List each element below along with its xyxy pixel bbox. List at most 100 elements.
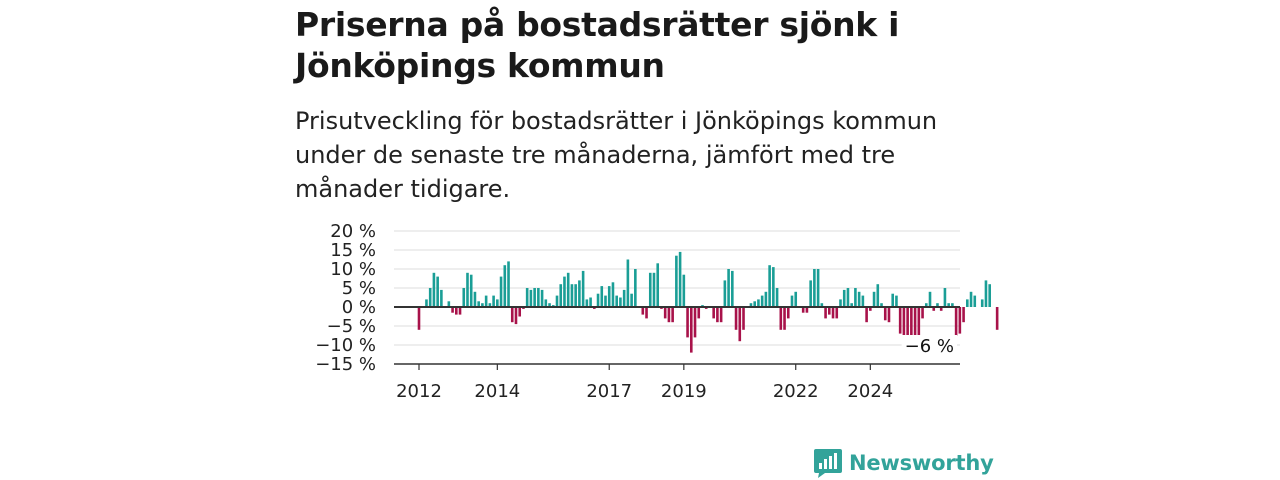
bar	[794, 291, 798, 307]
bar	[507, 261, 510, 307]
bar	[663, 307, 667, 319]
bar	[525, 288, 529, 307]
brand-name: Newsworthy	[849, 451, 994, 475]
bar	[786, 307, 790, 319]
bar	[775, 288, 779, 307]
bar	[891, 293, 895, 307]
bar	[533, 288, 536, 307]
bar	[943, 288, 947, 307]
bar	[518, 307, 522, 317]
bar	[790, 295, 794, 307]
bar	[936, 303, 939, 307]
bar	[947, 303, 950, 307]
bar	[846, 288, 850, 307]
bar	[697, 307, 701, 319]
bar	[828, 307, 831, 315]
bar	[510, 307, 514, 323]
bar	[913, 307, 917, 347]
bar	[939, 307, 943, 311]
bar	[689, 307, 693, 353]
bar	[477, 301, 480, 307]
bar	[436, 276, 439, 307]
bar	[548, 303, 551, 307]
bar	[626, 259, 630, 307]
bar	[906, 307, 909, 338]
bar	[678, 251, 682, 307]
y-tick-label: 5 %	[342, 278, 376, 299]
x-tick-label: 2024	[847, 381, 893, 402]
bar	[760, 295, 764, 307]
bar	[440, 289, 443, 307]
bar	[966, 299, 969, 307]
y-tick-label: −5 %	[327, 316, 376, 337]
bar	[731, 270, 734, 307]
bar	[917, 307, 921, 338]
x-tick-label: 2022	[773, 381, 819, 402]
bar	[544, 299, 548, 307]
bar	[928, 291, 932, 307]
bar	[831, 307, 835, 319]
annotation-background	[901, 335, 957, 358]
bar	[455, 307, 458, 315]
x-tick-label: 2012	[396, 381, 442, 402]
bar	[887, 307, 891, 323]
bar	[749, 303, 753, 307]
bar	[723, 280, 727, 307]
bar	[682, 274, 686, 307]
bar	[499, 276, 503, 307]
bar	[458, 307, 462, 315]
bar	[910, 307, 913, 345]
bar	[622, 289, 626, 307]
bar	[496, 299, 499, 307]
bar	[984, 280, 988, 307]
bar	[484, 295, 488, 307]
y-tick-label: −15 %	[315, 354, 376, 375]
bar	[611, 282, 615, 307]
newsworthy-brand: Newsworthy	[813, 446, 994, 480]
bar	[656, 263, 660, 307]
bar	[607, 286, 611, 307]
bar	[842, 289, 846, 307]
bar	[753, 301, 756, 307]
bar	[742, 307, 745, 330]
bar	[425, 299, 428, 307]
bar	[973, 295, 977, 307]
chart-subtitle: Prisutveckling för bostadsrätter i Jönkö…	[295, 107, 938, 203]
bar	[727, 269, 730, 307]
bar	[764, 291, 768, 307]
bar	[596, 293, 600, 307]
bar	[540, 289, 544, 307]
bar	[816, 269, 820, 307]
bar	[570, 284, 574, 307]
bar	[783, 307, 786, 330]
bar	[995, 307, 999, 330]
bar	[883, 307, 887, 321]
bar	[503, 265, 507, 307]
bar	[615, 295, 618, 307]
bar	[634, 269, 637, 307]
bar	[969, 291, 973, 307]
bar	[951, 303, 954, 307]
bar	[712, 307, 715, 319]
bar	[488, 303, 492, 307]
bar	[839, 299, 842, 307]
bar	[988, 284, 991, 307]
bar	[451, 307, 454, 313]
bar	[958, 307, 962, 334]
bar	[772, 267, 775, 307]
bar	[895, 295, 898, 307]
bar	[738, 307, 742, 342]
bar	[854, 288, 857, 307]
bar	[537, 288, 540, 307]
bar	[820, 303, 824, 307]
bar	[921, 307, 924, 319]
bar	[581, 270, 585, 307]
bar	[924, 303, 928, 307]
bar	[805, 307, 809, 313]
x-tick-label: 2019	[661, 381, 707, 402]
bar	[861, 295, 865, 307]
bar	[719, 307, 723, 323]
bar	[932, 307, 936, 311]
bar	[954, 307, 958, 336]
